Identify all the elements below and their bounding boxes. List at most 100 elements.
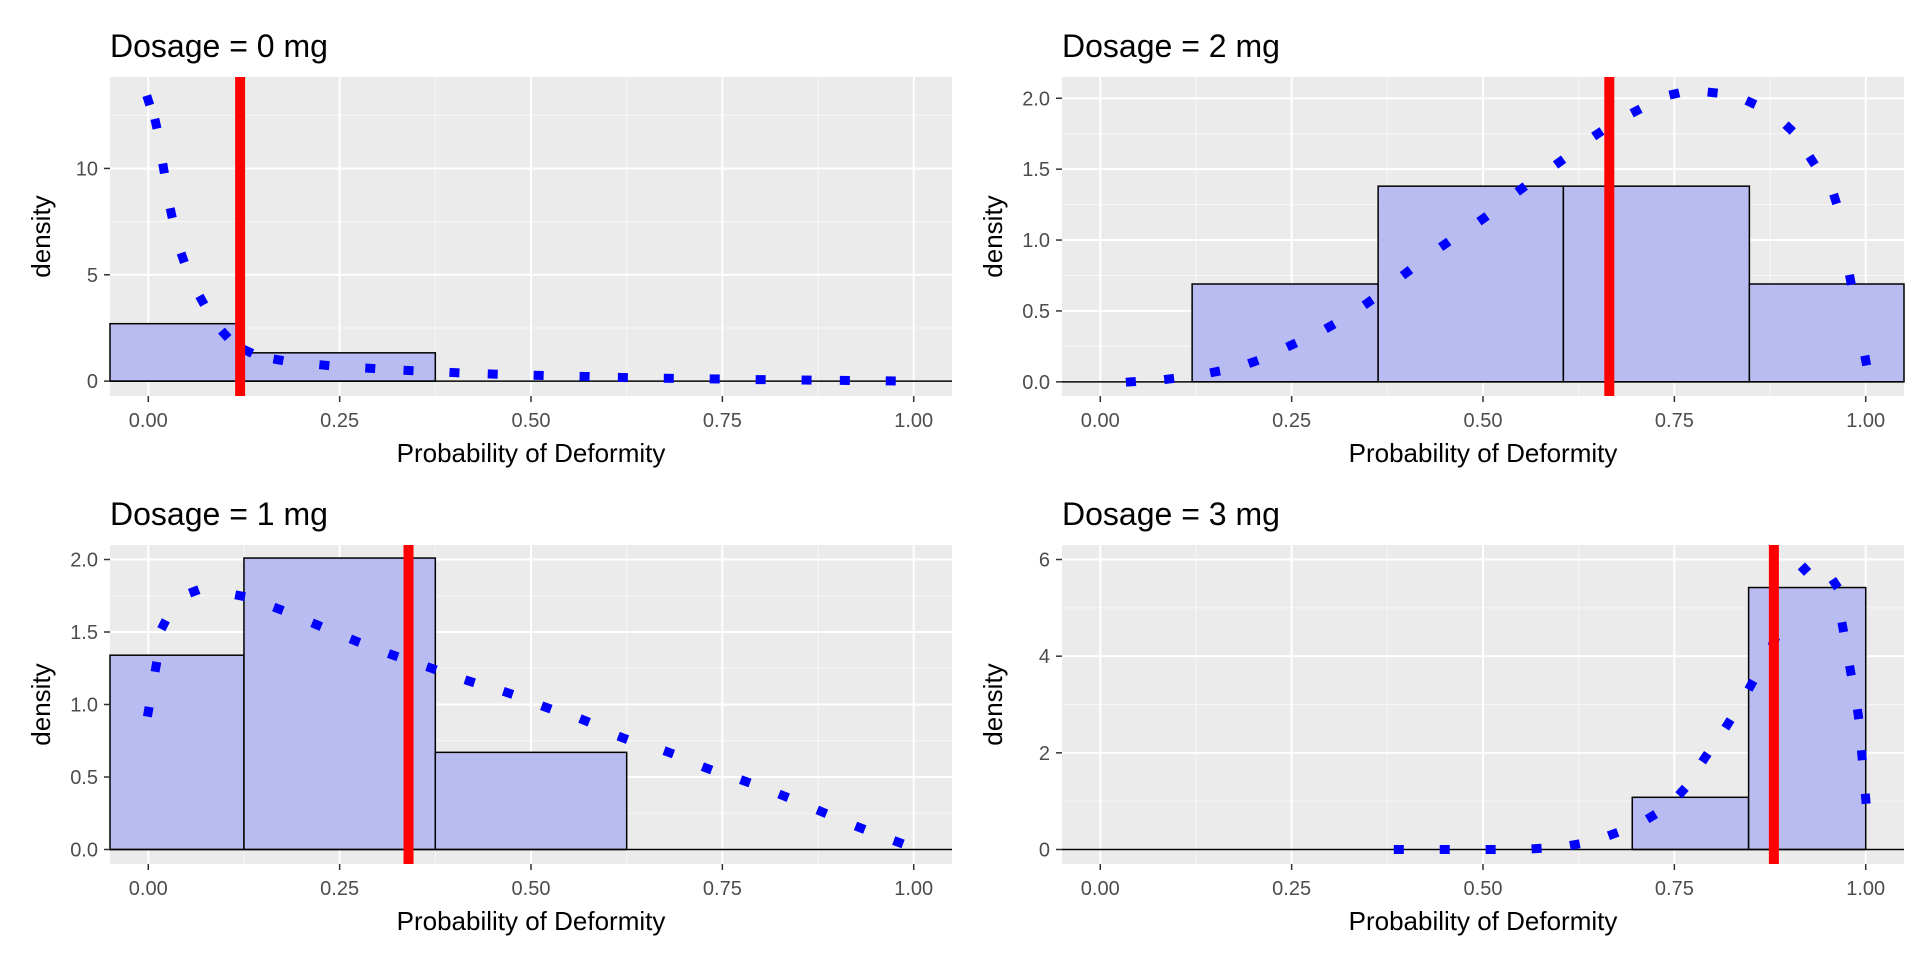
density-point [1629, 104, 1643, 118]
density-point [310, 618, 324, 631]
y-tick-label: 0.0 [70, 840, 98, 862]
density-point [700, 762, 714, 775]
panel-dosage-1mg: Dosage = 1 mg 0.00 0.25 0.50 0.75 1.00 0.0 0.5… [26, 496, 952, 936]
density-point [578, 714, 591, 727]
y-tick-label: 1.0 [1022, 230, 1050, 252]
density-point [1569, 839, 1581, 851]
histogram-bar [1377, 185, 1565, 383]
y-tick-label: 4 [1039, 646, 1050, 668]
y-tick-label: 1.5 [1022, 159, 1050, 181]
density-point [1323, 320, 1337, 333]
density-point [1852, 708, 1864, 720]
density-point [1476, 212, 1490, 226]
y-tick-label: 0.0 [1022, 372, 1050, 394]
density-point [1606, 828, 1620, 840]
x-tick-label: 0.50 [1464, 878, 1503, 900]
panel-title: Dosage = 3 mg [1062, 496, 1280, 532]
y-axis-title: density [26, 195, 56, 277]
density-point [662, 746, 676, 759]
density-point [1644, 810, 1659, 824]
density-point [1698, 751, 1712, 765]
density-point [150, 117, 162, 130]
panel-dosage-3mg: Dosage = 3 mg 0.00 0.25 0.50 0.75 1.00 0 2 4 6 P… [978, 496, 1904, 936]
tick-labels: 0.00 0.25 0.50 0.75 1.00 0 2 4 6 [1039, 550, 1885, 901]
density-point [892, 836, 905, 849]
density-point [533, 370, 544, 381]
x-tick-label: 0.25 [320, 410, 359, 432]
x-tick-label: 1.00 [894, 878, 933, 900]
x-tick-label: 0.00 [1081, 878, 1120, 900]
histogram-bar [1747, 586, 1867, 851]
density-point [1125, 376, 1137, 387]
x-tick-label: 0.25 [1272, 410, 1311, 432]
panel-dosage-2mg: Dosage = 2 mg 0.00 0.25 0.50 0.75 1.00 0.0 0.5… [978, 28, 1905, 468]
density-point [801, 375, 812, 385]
density-point [1856, 749, 1867, 761]
x-axis-title: Probability of Deformity [397, 906, 666, 936]
density-point [617, 372, 628, 383]
density-point [142, 706, 154, 718]
x-axis-title: Probability of Deformity [397, 438, 666, 468]
density-point [1797, 562, 1812, 576]
density-point [1552, 155, 1567, 169]
x-tick-label: 0.00 [129, 410, 168, 432]
density-point [1591, 127, 1605, 141]
density-point [425, 662, 438, 675]
tick-labels: 0.00 0.25 0.50 0.75 1.00 0.0 0.5 1.0 1.5 2.0 [1022, 88, 1885, 432]
density-point [1399, 266, 1414, 280]
x-tick-label: 1.00 [1846, 878, 1885, 900]
density-curve [142, 585, 905, 849]
density-point [777, 789, 790, 802]
density-point [1247, 356, 1260, 368]
histogram-bar [1191, 283, 1379, 383]
y-tick-label: 5 [87, 265, 98, 287]
density-point [318, 360, 330, 371]
density-point [272, 354, 285, 366]
histogram-bar [1748, 283, 1905, 383]
density-point [364, 363, 376, 374]
density-point [1721, 717, 1735, 731]
x-tick-label: 0.00 [129, 878, 168, 900]
density-point [403, 365, 414, 376]
density-point [1209, 366, 1221, 378]
histogram-bar [243, 352, 437, 382]
panel-title: Dosage = 1 mg [110, 496, 328, 532]
x-tick-label: 0.25 [320, 878, 359, 900]
tick-labels: 0.00 0.25 0.50 0.75 1.00 0 5 10 [76, 158, 933, 432]
histogram-bar [109, 654, 245, 851]
density-point [616, 731, 630, 744]
density-point [755, 375, 766, 385]
density-point [1782, 121, 1796, 135]
x-axis-title: Probability of Deformity [1349, 438, 1618, 468]
density-point [218, 327, 232, 342]
density-point [1393, 845, 1404, 854]
y-tick-label: 0.5 [1022, 301, 1050, 323]
density-point [176, 251, 189, 264]
x-tick-label: 0.50 [1464, 410, 1503, 432]
y-tick-label: 1.5 [70, 622, 98, 644]
panel-title: Dosage = 2 mg [1062, 28, 1280, 64]
panel-dosage-0mg: Dosage = 0 mg 0.00 0.25 0.50 0.75 1.00 0 5 10 P… [26, 28, 952, 468]
density-point [663, 373, 674, 383]
grid-lines [110, 77, 952, 396]
density-point [709, 374, 720, 384]
y-tick-label: 0.5 [70, 767, 98, 789]
density-point [1805, 154, 1819, 168]
x-tick-label: 0.50 [512, 878, 551, 900]
density-point [1361, 295, 1375, 309]
density-point [1707, 87, 1719, 98]
density-point [1285, 338, 1299, 352]
density-point [839, 375, 850, 386]
x-tick-label: 1.00 [894, 410, 933, 432]
density-point [234, 590, 246, 602]
density-point [1845, 273, 1856, 286]
density-curve [142, 94, 896, 386]
density-point [1828, 577, 1842, 591]
density-point [1860, 793, 1871, 805]
x-tick-label: 0.75 [1655, 410, 1694, 432]
density-point [579, 371, 590, 382]
histogram-bar [434, 751, 628, 851]
y-axis-title: density [26, 663, 56, 745]
y-tick-label: 0 [87, 371, 98, 393]
